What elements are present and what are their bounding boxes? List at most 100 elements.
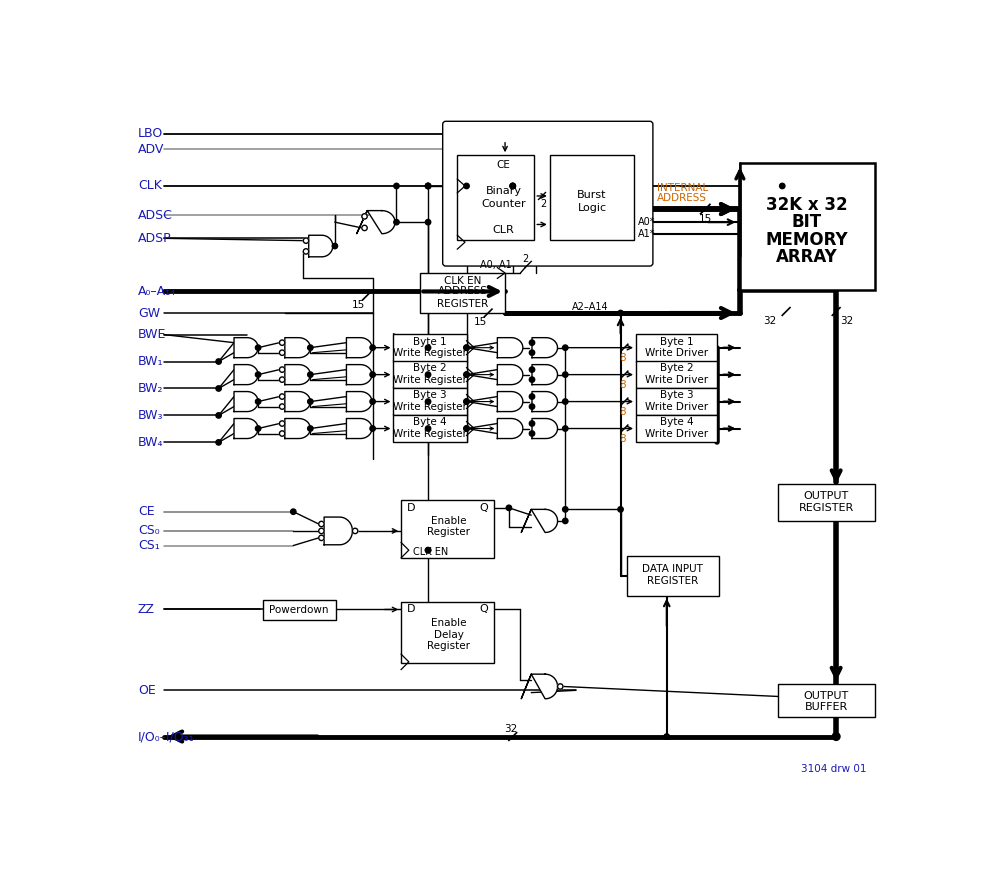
Text: 32K x 32: 32K x 32 (767, 196, 848, 215)
Bar (636, 414, 716, 442)
Text: REGISTER: REGISTER (437, 299, 488, 308)
Circle shape (362, 214, 367, 219)
Polygon shape (497, 392, 523, 412)
Circle shape (529, 404, 535, 409)
Circle shape (562, 506, 568, 512)
Text: MEMORY: MEMORY (766, 231, 849, 249)
Text: CLK EN: CLK EN (444, 277, 481, 286)
Text: 2: 2 (540, 199, 547, 208)
Bar (394, 334, 467, 362)
Text: BW₁: BW₁ (137, 355, 163, 368)
Text: ADSC: ADSC (137, 208, 172, 222)
Circle shape (215, 385, 221, 392)
Polygon shape (234, 337, 259, 357)
Circle shape (780, 183, 785, 188)
Circle shape (426, 220, 431, 225)
Circle shape (370, 372, 376, 378)
Text: OUTPUT: OUTPUT (804, 691, 849, 702)
Bar (779, 684, 875, 717)
Circle shape (426, 345, 431, 350)
Circle shape (280, 431, 285, 436)
Text: 32: 32 (764, 315, 777, 326)
Text: Logic: Logic (577, 202, 606, 213)
Bar (401, 602, 494, 663)
Text: Enable: Enable (431, 516, 467, 526)
Circle shape (506, 505, 512, 511)
Text: I/O₀–I/O₃₁: I/O₀–I/O₃₁ (137, 730, 194, 743)
Circle shape (529, 350, 535, 356)
Text: Write Driver: Write Driver (645, 375, 708, 385)
Text: A2–A14: A2–A14 (571, 302, 608, 312)
Bar (636, 388, 716, 415)
Text: Byte 2: Byte 2 (413, 364, 447, 373)
Text: 15: 15 (698, 214, 711, 224)
Text: Enable: Enable (431, 618, 467, 628)
Circle shape (215, 440, 221, 445)
Text: Write Register: Write Register (393, 402, 467, 412)
Circle shape (280, 367, 285, 372)
Circle shape (464, 399, 469, 404)
Circle shape (464, 399, 469, 404)
Text: Byte 4: Byte 4 (413, 417, 447, 427)
Circle shape (370, 399, 376, 404)
Circle shape (529, 377, 535, 382)
Text: 8: 8 (619, 434, 625, 444)
Circle shape (510, 183, 515, 188)
Circle shape (529, 431, 535, 436)
Circle shape (464, 372, 469, 378)
Polygon shape (521, 509, 557, 533)
Polygon shape (497, 337, 523, 357)
Text: Q: Q (479, 604, 488, 614)
Text: Byte 1: Byte 1 (413, 336, 447, 347)
Polygon shape (497, 419, 523, 439)
Circle shape (280, 394, 285, 399)
Text: 2: 2 (523, 254, 529, 265)
Text: Q: Q (479, 503, 488, 512)
Circle shape (426, 183, 431, 188)
Bar (263, 600, 336, 620)
Text: ADSP: ADSP (137, 232, 171, 244)
Circle shape (664, 734, 669, 739)
Polygon shape (347, 392, 372, 412)
Circle shape (529, 340, 535, 345)
Text: Write Register: Write Register (393, 429, 467, 439)
Text: CLK: CLK (137, 180, 161, 193)
Polygon shape (285, 392, 311, 412)
Polygon shape (285, 337, 311, 357)
Text: Byte 2: Byte 2 (659, 364, 693, 373)
Circle shape (394, 183, 399, 188)
Circle shape (464, 426, 469, 431)
Circle shape (426, 183, 431, 188)
Text: GW: GW (137, 307, 160, 320)
Text: CE: CE (137, 505, 154, 519)
Circle shape (394, 220, 399, 225)
Circle shape (333, 244, 338, 249)
Polygon shape (234, 364, 259, 385)
Text: A1*: A1* (637, 230, 655, 239)
Circle shape (464, 372, 469, 378)
Text: 15: 15 (473, 317, 487, 328)
Text: D: D (407, 604, 415, 614)
Circle shape (256, 399, 261, 404)
Circle shape (308, 399, 313, 404)
Text: Write Driver: Write Driver (645, 348, 708, 358)
Text: DATA INPUT: DATA INPUT (642, 564, 703, 575)
Text: 32: 32 (840, 315, 854, 326)
Bar (401, 500, 494, 558)
Polygon shape (532, 419, 557, 439)
Circle shape (280, 377, 285, 382)
Text: BW₃: BW₃ (137, 409, 163, 422)
Circle shape (833, 732, 840, 740)
Text: 8: 8 (619, 407, 625, 417)
Circle shape (464, 345, 469, 350)
Text: ADDRESS: ADDRESS (438, 286, 488, 296)
Text: Binary: Binary (486, 187, 521, 196)
Circle shape (426, 183, 431, 188)
Circle shape (510, 183, 515, 188)
Bar (636, 334, 716, 362)
Bar (550, 155, 634, 240)
Bar (457, 155, 534, 240)
Circle shape (319, 535, 324, 540)
Text: Byte 1: Byte 1 (659, 336, 693, 347)
Circle shape (426, 372, 431, 378)
